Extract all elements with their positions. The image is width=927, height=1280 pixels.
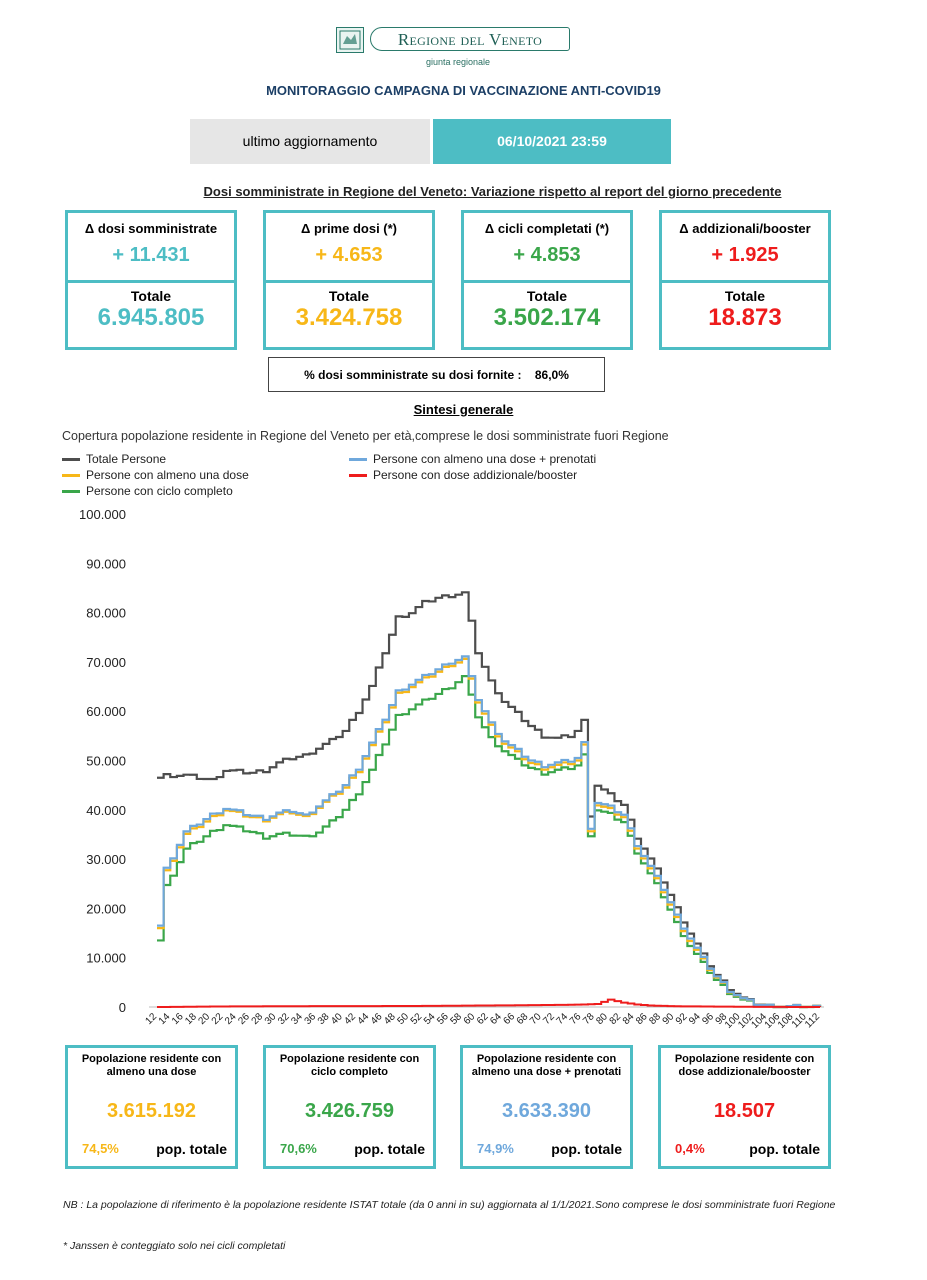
y-tick-label: 100.000 xyxy=(79,507,126,522)
y-tick-label: 0 xyxy=(119,1000,126,1015)
coverage-line-chart: 0 10.000 20.000 30.000 40.000 50.000 60.000 70.… xyxy=(79,507,824,1031)
pct-dosi-box: % dosi somministrate su dosi fornite : 8… xyxy=(268,357,605,392)
legend-label-prenotati: Persone con almeno una dose + prenotati xyxy=(373,452,597,466)
janssen-note: * Janssen è conteggiato solo nei cicli c… xyxy=(63,1240,286,1252)
pop-booster-label: Popolazione residente con dose addiziona… xyxy=(674,1053,815,1078)
totale-prime-card: Totale 3.424.758 xyxy=(263,280,435,350)
logo-subtext: giunta regionale xyxy=(425,57,491,67)
pct-dosi-label: % dosi somministrate su dosi fornite : xyxy=(304,368,522,382)
pop-almeno-una-dose-card: Popolazione residente con almeno una dos… xyxy=(65,1045,238,1169)
y-tick-label: 10.000 xyxy=(86,951,126,966)
pop-almeno-una-dose-pct: 74,5% xyxy=(82,1141,119,1156)
logo-wordmark-frame: Regione del Veneto xyxy=(370,27,570,51)
legend-item-almeno-una-dose: Persone con almeno una dose xyxy=(62,468,249,482)
update-timestamp: 06/10/2021 23:59 xyxy=(433,119,671,164)
pop-prenotati-card: Popolazione residente con almeno una dos… xyxy=(460,1045,633,1169)
totale-booster-label: Totale xyxy=(724,288,766,304)
pop-ciclo-completo-pct: 70,6% xyxy=(280,1141,317,1156)
daily-section-title: Dosi somministrate in Regione del Veneto… xyxy=(203,184,782,199)
logo-text: Regione del Veneto xyxy=(397,30,543,49)
totale-booster-card: Totale 18.873 xyxy=(659,280,831,350)
legend-item-prenotati: Persone con almeno una dose + prenotati xyxy=(349,452,597,466)
pop-prenotati-value: 3.633.390 xyxy=(502,1100,591,1122)
legend-swatch-prenotati xyxy=(349,458,367,461)
legend-swatch-almeno-una-dose xyxy=(62,474,80,477)
pop-ciclo-completo-label: Popolazione residente con ciclo completo xyxy=(279,1053,420,1078)
y-tick-label: 20.000 xyxy=(86,901,126,916)
pop-prenotati-pct: 74,9% xyxy=(477,1141,514,1156)
delta-cicli-value: + 4.853 xyxy=(513,244,581,266)
delta-booster-value: + 1.925 xyxy=(711,244,779,266)
y-tick-label: 70.000 xyxy=(86,655,126,670)
legend-swatch-ciclo-completo xyxy=(62,490,80,493)
y-tick-label: 40.000 xyxy=(86,803,126,818)
legend-item-ciclo-completo: Persone con ciclo completo xyxy=(62,484,233,498)
y-tick-label: 80.000 xyxy=(86,606,126,621)
legend-label-ciclo-completo: Persone con ciclo completo xyxy=(86,484,233,498)
legend-swatch-totale xyxy=(62,458,80,461)
pop-prenotati-label: Popolazione residente con almeno una dos… xyxy=(471,1053,622,1078)
delta-cicli-label: Δ cicli completati (*) xyxy=(484,221,610,236)
delta-booster-label: Δ addizionali/booster xyxy=(679,221,811,236)
series-line-persone-con-ciclo-completo xyxy=(157,674,822,1009)
delta-dosi-card: Δ dosi somministrate + 11.431 xyxy=(65,210,237,283)
legend-item-booster: Persone con dose addizionale/booster xyxy=(349,468,578,482)
series-line-totale-persone xyxy=(157,591,822,1009)
pop-ciclo-completo-pop-label: pop. totale xyxy=(354,1141,425,1157)
update-label: ultimo aggiornamento xyxy=(190,119,430,164)
totale-cicli-card: Totale 3.502.174 xyxy=(461,280,633,350)
totale-prime-label: Totale xyxy=(328,288,370,304)
delta-cicli-card: Δ cicli completati (*) + 4.853 xyxy=(461,210,633,283)
series-line-persone-con-dose-addizionale-booster xyxy=(157,998,821,1008)
legend-label-almeno-una-dose: Persone con almeno una dose xyxy=(86,468,249,482)
legend-item-totale: Totale Persone xyxy=(62,452,167,466)
pct-dosi-value: 86,0% xyxy=(534,368,569,382)
pop-booster-pct: 0,4% xyxy=(675,1141,705,1156)
pop-almeno-una-dose-label: Popolazione residente con almeno una dos… xyxy=(81,1053,222,1078)
pop-booster-value: 18.507 xyxy=(713,1100,776,1122)
y-tick-label: 50.000 xyxy=(86,754,126,769)
regione-veneto-logo: Regione del Veneto xyxy=(336,27,572,53)
nb-note: NB : La popolazione di riferimento è la … xyxy=(63,1199,836,1211)
pop-booster-card: Popolazione residente con dose addiziona… xyxy=(658,1045,831,1169)
delta-prime-value: + 4.653 xyxy=(315,244,383,266)
pop-almeno-una-dose-pop-label: pop. totale xyxy=(156,1141,227,1157)
legend-swatch-booster xyxy=(349,474,367,477)
delta-booster-card: Δ addizionali/booster + 1.925 xyxy=(659,210,831,283)
legend-label-booster: Persone con dose addizionale/booster xyxy=(373,468,578,482)
y-tick-label: 30.000 xyxy=(86,852,126,867)
delta-prime-label: Δ prime dosi (*) xyxy=(300,221,398,236)
pop-ciclo-completo-value: 3.426.759 xyxy=(305,1100,394,1122)
delta-dosi-label: Δ dosi somministrate xyxy=(84,221,218,236)
pop-ciclo-completo-card: Popolazione residente con ciclo completo… xyxy=(263,1045,436,1169)
pop-booster-pop-label: pop. totale xyxy=(749,1141,820,1157)
legend-label-totale: Totale Persone xyxy=(86,452,167,466)
totale-dosi-card: Totale 6.945.805 xyxy=(65,280,237,350)
pop-prenotati-pop-label: pop. totale xyxy=(551,1141,622,1157)
delta-prime-card: Δ prime dosi (*) + 4.653 xyxy=(263,210,435,283)
chart-subtitle: Copertura popolazione residente in Regio… xyxy=(62,429,669,443)
lion-emblem-icon xyxy=(336,27,364,53)
x-tick-label: 112 xyxy=(803,1011,822,1030)
page-title: MONITORAGGIO CAMPAGNA DI VACCINAZIONE AN… xyxy=(266,83,661,98)
totale-booster-value: 18.873 xyxy=(708,304,782,331)
totale-dosi-value: 6.945.805 xyxy=(97,304,205,331)
y-tick-label: 60.000 xyxy=(86,704,126,719)
totale-cicli-label: Totale xyxy=(526,288,568,304)
pop-almeno-una-dose-value: 3.615.192 xyxy=(107,1100,196,1122)
totale-cicli-value: 3.502.174 xyxy=(493,304,601,331)
series-line-persone-con-almeno-una-dose-prenotati xyxy=(157,655,822,1009)
totale-dosi-label: Totale xyxy=(130,288,172,304)
summary-title: Sintesi generale xyxy=(413,402,514,417)
delta-dosi-value: + 11.431 xyxy=(112,244,190,266)
y-tick-label: 90.000 xyxy=(86,556,126,571)
totale-prime-value: 3.424.758 xyxy=(295,304,403,331)
